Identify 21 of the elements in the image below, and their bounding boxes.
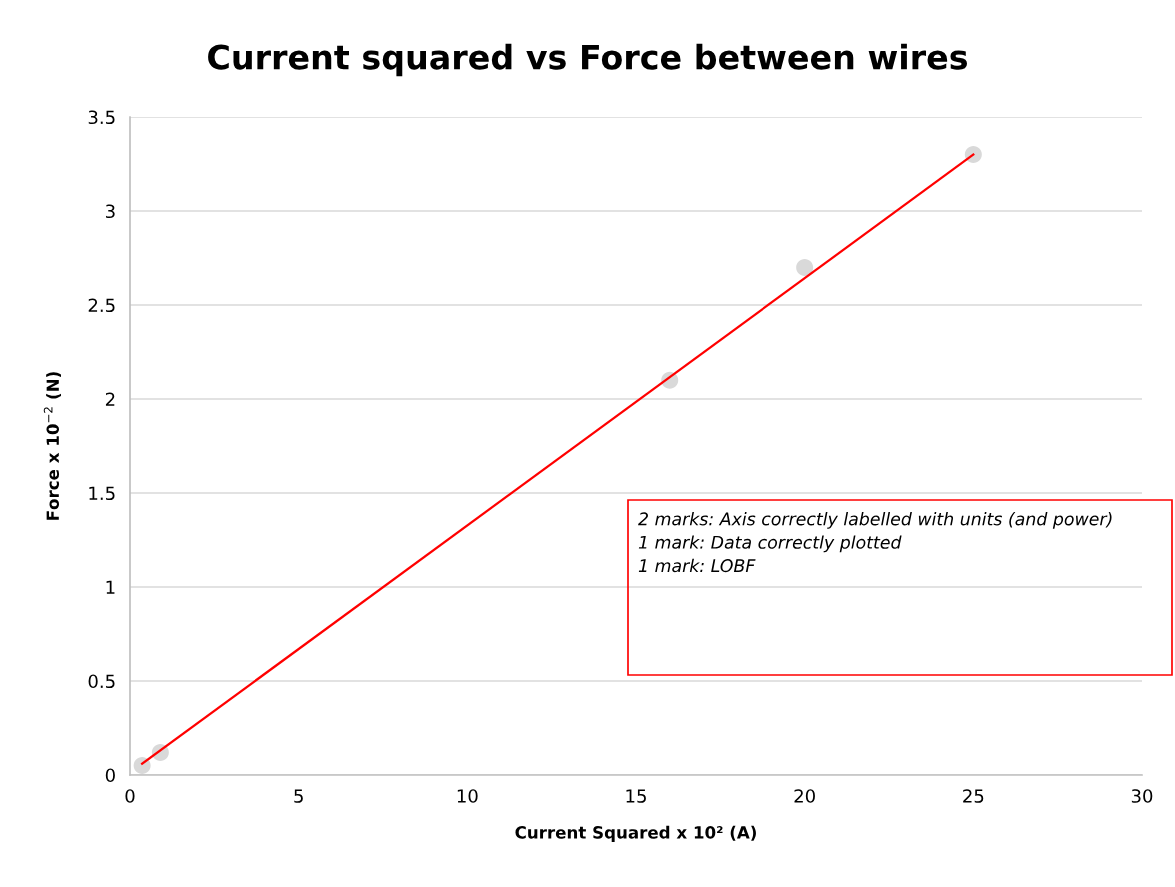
y-tick-label: 3.5 — [88, 110, 115, 125]
x-tick-label: 5 — [294, 789, 303, 803]
point — [133, 757, 151, 775]
x-tick-label: 0 — [125, 789, 135, 803]
chart-title: Current squared vs Force between wires — [208, 43, 967, 77]
x-tick-label: 10 — [457, 789, 478, 803]
y-tick-label: 0.5 — [88, 674, 115, 689]
x-tick-label: 30 — [1131, 789, 1153, 803]
y-tick-label: 0 — [105, 768, 115, 783]
x-axis-title: Current Squared x 10² (A) — [515, 825, 756, 842]
x-tick-label: 25 — [963, 789, 984, 803]
y-axis-title: Force x 10$^{−2}$ (N) — [43, 372, 61, 520]
x-tick-label: 20 — [794, 789, 815, 803]
y-tick-label: 1.5 — [89, 486, 115, 501]
y-tick-label: 2 — [105, 392, 115, 406]
annotation: 2 marks: Axis correctly labelled with units (and power) 1 mark: Data correctly plotted 1 mark: LOBF — [638, 512, 1112, 573]
y-tick-label: 3 — [106, 204, 115, 219]
y-tick-label: 2.5 — [88, 298, 115, 313]
y-tick-label: 1 — [106, 580, 115, 594]
point — [796, 258, 814, 276]
x-tick-label: 15 — [626, 789, 646, 803]
